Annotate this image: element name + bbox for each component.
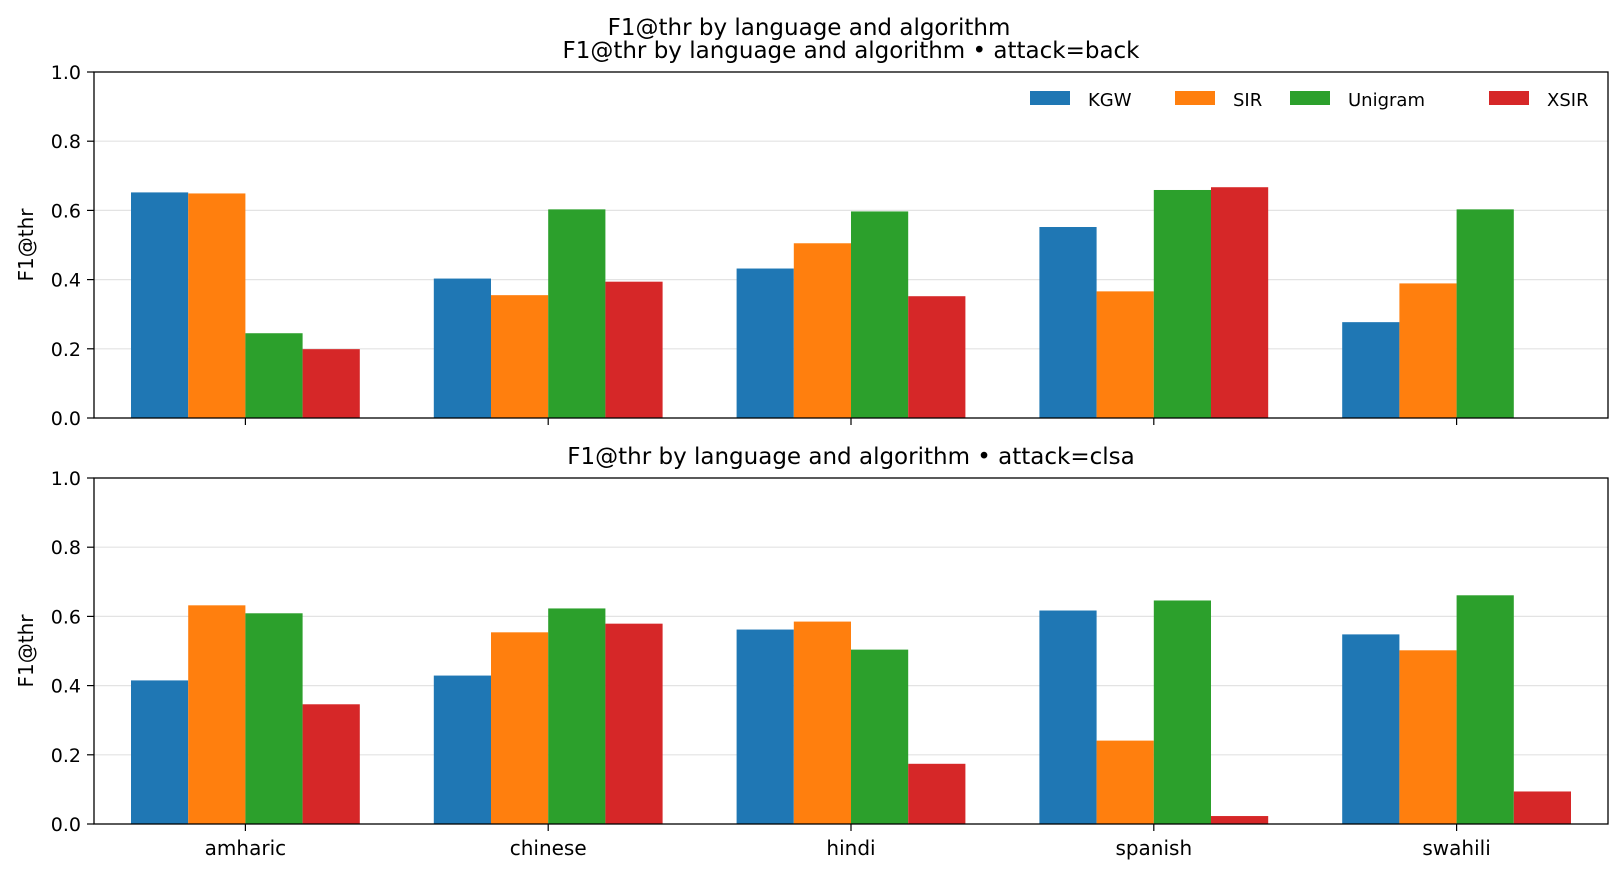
legend-swatch (1175, 91, 1215, 105)
y-tick-label: 0.8 (51, 537, 81, 559)
y-tick-label: 0.4 (51, 270, 81, 292)
y-tick-label: 0.6 (51, 606, 81, 628)
bar-kgw-hindi (736, 268, 794, 418)
chart-panel-2: 0.0 0.2 0.4 0.6 0.8 1.0 amharic chinese hindi spa… (14, 444, 1609, 860)
bar-unigram-amharic (245, 613, 303, 824)
axes-frame (93, 71, 1609, 419)
bar-sir-chinese (491, 295, 549, 418)
legend-label: SIR (1233, 90, 1262, 111)
bar-kgw-spanish (1039, 610, 1097, 824)
bar-xsir-chinese (605, 281, 663, 418)
y-tick-label: 1.0 (51, 62, 81, 84)
y-axis-label: F1@thr (14, 614, 38, 688)
chart-title: F1@thr by language and algorithm • attac… (567, 444, 1135, 470)
bar-xsir-hindi (908, 296, 966, 418)
bar-unigram-hindi (851, 211, 909, 418)
bar-sir-hindi (793, 621, 851, 824)
legend-label: KGW (1088, 90, 1132, 111)
y-tick-label: 0.2 (51, 339, 81, 361)
bar-xsir-hindi (908, 763, 966, 824)
figure-suptitle: F1@thr by language and algorithm (608, 15, 1011, 41)
axes-frame (93, 477, 1609, 825)
y-tick-label: 0.2 (51, 745, 81, 767)
chart-panel-1: 0.0 0.2 0.4 0.6 0.8 1.0 F1@thr by language and… (14, 38, 1609, 430)
x-tick-label: swahili (1422, 836, 1490, 860)
x-tick-label: hindi (826, 836, 875, 860)
bar-xsir-amharic (302, 349, 360, 418)
bar-unigram-swahili (1456, 209, 1514, 418)
y-tick-label: 0.6 (51, 200, 81, 222)
bar-kgw-chinese (433, 675, 491, 824)
legend-item-unigram: Unigram (1290, 90, 1425, 111)
legend-label: Unigram (1348, 90, 1425, 111)
bar-sir-hindi (793, 243, 851, 418)
bar-unigram-chinese (548, 608, 606, 824)
bar-xsir-swahili (1513, 791, 1571, 824)
bar-kgw-hindi (736, 629, 794, 824)
x-tick-label: spanish (1115, 836, 1192, 860)
bar-sir-chinese (491, 632, 549, 824)
y-tick-label: 0.8 (51, 131, 81, 153)
x-tick-label: chinese (510, 836, 587, 860)
bar-sir-swahili (1399, 283, 1457, 418)
bar-sir-amharic (188, 193, 246, 418)
y-axis-label: F1@thr (14, 208, 38, 282)
y-tick-label: 0.0 (51, 408, 81, 430)
chart-panels: 0.0 0.2 0.4 0.6 0.8 1.0 F1@thr by language and… (14, 38, 1609, 860)
bar-unigram-hindi (851, 649, 909, 824)
bar-unigram-amharic (245, 333, 303, 418)
bar-kgw-spanish (1039, 227, 1097, 418)
bar-kgw-chinese (433, 278, 491, 418)
bar-kgw-amharic (131, 192, 189, 418)
x-tick-label: amharic (205, 836, 286, 860)
legend-label: XSIR (1547, 90, 1589, 111)
bar-sir-amharic (188, 605, 246, 824)
bar-xsir-amharic (302, 704, 360, 824)
bar-sir-swahili (1399, 650, 1457, 824)
legend-item-sir: SIR (1175, 90, 1262, 111)
bar-unigram-swahili (1456, 595, 1514, 824)
y-tick-label: 1.0 (51, 468, 81, 490)
bar-sir-spanish (1096, 291, 1154, 418)
bar-kgw-swahili (1342, 322, 1400, 418)
legend-item-kgw: KGW (1030, 90, 1132, 111)
legend-swatch (1290, 91, 1330, 105)
legend-swatch (1489, 91, 1529, 105)
y-tick-label: 0.0 (51, 814, 81, 836)
bar-unigram-chinese (548, 209, 606, 418)
legend-swatch (1030, 91, 1070, 105)
legend: KGW SIR Unigram XSIR (1030, 90, 1589, 111)
bar-unigram-spanish (1153, 600, 1211, 824)
bar-kgw-amharic (131, 680, 189, 824)
bar-xsir-chinese (605, 623, 663, 824)
bar-xsir-spanish (1211, 816, 1269, 824)
bar-sir-spanish (1096, 740, 1154, 824)
bar-kgw-swahili (1342, 634, 1400, 824)
y-tick-label: 0.4 (51, 676, 81, 698)
legend-item-xsir: XSIR (1489, 90, 1589, 111)
bar-unigram-spanish (1153, 189, 1211, 418)
chart-title: F1@thr by language and algorithm • attac… (562, 38, 1140, 64)
bar-xsir-spanish (1211, 187, 1269, 418)
